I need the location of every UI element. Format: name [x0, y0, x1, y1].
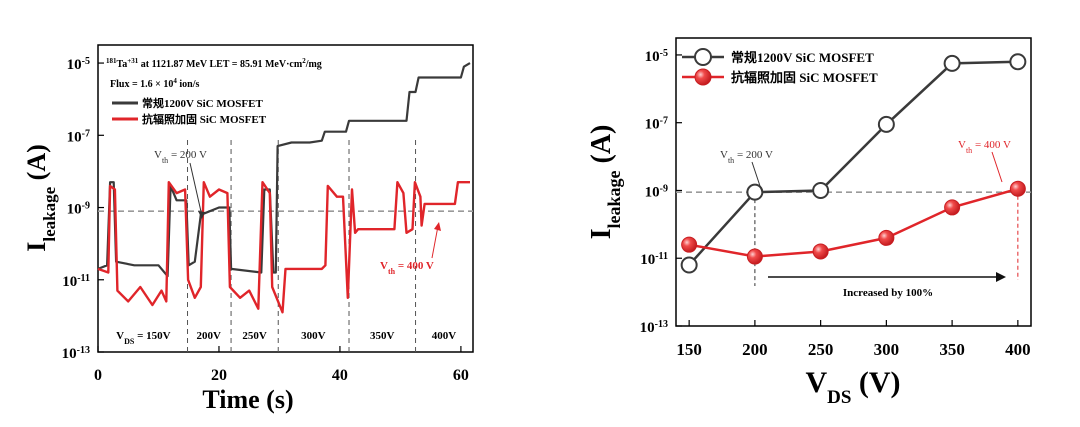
vds-legend: 常规1200V SiC MOSFET 抗辐照加固 SiC MOSFET	[682, 48, 878, 86]
vds-point-hardened	[746, 248, 763, 265]
vds-point-hardened	[681, 236, 698, 253]
time-y-ticks: 10-13 10-11 10-9 10-7 10-5	[62, 56, 104, 362]
segment-label: VDS = 150V	[116, 330, 170, 346]
vds-point-hardened	[1009, 180, 1026, 197]
vth-200-pointer-right	[751, 161, 763, 193]
increase-arrowhead	[996, 272, 1006, 282]
vds-chart: 150 200 250 300 350 400 10-1310-1110-910-710-…	[586, 37, 1032, 408]
legend-label-conventional-right: 常规1200V SiC MOSFET	[731, 50, 874, 65]
vth-200-annotation: Vth = 200 V	[154, 149, 207, 165]
vth-400-annotation: Vth = 400 V	[380, 260, 434, 276]
vth-200-annotation-right: Vth = 200 V	[720, 149, 773, 165]
segment-label: 200V	[196, 330, 221, 342]
vds-point-conventional	[877, 115, 895, 133]
vth-400-arrow	[431, 225, 439, 259]
time-x-ticks: 0 20 40 60	[94, 346, 469, 384]
vds-y-tick-label: 10-11	[640, 251, 668, 269]
time-chart: 0 20 40 60 10-13 10-11 10-9 10-7 10-5 VDS = 150…	[22, 44, 474, 414]
series-conventional-line	[97, 62, 471, 278]
time-plot-frame	[97, 44, 474, 353]
vds-point-conventional	[943, 54, 961, 72]
x-tick-label: 60	[453, 367, 469, 384]
vds-x-tick-label: 150	[676, 340, 702, 359]
segment-labels: VDS = 150V 200V 250V 300V 350V 400V	[116, 330, 456, 346]
ion-header: 181Ta+31 at 1121.87 MeV LET = 85.91 MeV·…	[106, 57, 322, 70]
series-hardened-line	[97, 181, 470, 314]
vth-400-annotation-right: Vth = 400 V	[958, 139, 1011, 155]
vds-x-tick-label: 200	[742, 340, 768, 359]
increase-arrow	[768, 272, 1006, 282]
legend-label-conventional: 常规1200V SiC MOSFET	[142, 96, 263, 110]
vds-y-tick-label: 10-5	[645, 47, 668, 65]
segment-label: 350V	[370, 330, 395, 342]
vds-series-conventional-line	[688, 60, 1018, 266]
time-legend: 常规1200V SiC MOSFET 抗辐照加固 SiC MOSFET	[112, 96, 267, 126]
vth-200-arrow	[189, 162, 203, 217]
vth-400-pointer-right	[991, 151, 1003, 183]
legend-label-hardened-right: 抗辐照加固 SiC MOSFET	[731, 70, 878, 85]
vds-x-axis-label: VDS (V)	[805, 366, 900, 408]
vds-x-tick-label: 350	[939, 340, 965, 359]
vds-point-conventional	[746, 183, 764, 201]
segment-label: 300V	[301, 330, 326, 342]
vds-y-tick-label: 10-13	[640, 319, 668, 337]
flux-header: Flux = 1.6 × 104 ion/s	[110, 77, 199, 90]
y-tick-label: 10-5	[67, 56, 90, 74]
vds-y-ticks: 10-13 10-11 10-9 10-7 10-5	[640, 47, 682, 336]
y-tick-label: 10-7	[67, 128, 90, 146]
x-tick-label: 0	[94, 367, 102, 384]
x-tick-label: 20	[211, 367, 227, 384]
vth-400-arrowhead	[434, 222, 441, 231]
time-x-axis-label: Time (s)	[202, 385, 293, 414]
y-tick-label: 10-13	[62, 345, 90, 363]
vds-point-hardened	[878, 229, 895, 246]
y-tick-label: 10-11	[62, 272, 90, 290]
vds-y-tick-label: 10-9	[645, 183, 668, 201]
time-y-axis-label: Ileakage (A)	[22, 144, 59, 252]
legend-label-hardened: 抗辐照加固 SiC MOSFET	[142, 112, 267, 126]
legend-open-circle-icon	[694, 48, 712, 66]
vth-200-arrowhead	[198, 211, 205, 219]
increase-annotation: Increased by 100%	[843, 287, 933, 299]
vds-x-tick-label: 400	[1005, 340, 1031, 359]
vds-series-group	[680, 53, 1027, 274]
vds-series-hardened-line	[688, 187, 1019, 258]
vds-point-hardened	[944, 199, 961, 216]
y-tick-label: 10-9	[67, 200, 90, 218]
time-series-group	[97, 62, 471, 314]
segment-label: 400V	[432, 330, 457, 342]
vds-y-tick-label: 10-7	[645, 115, 668, 133]
legend-filled-circle-icon	[694, 68, 712, 86]
x-tick-label: 40	[332, 367, 348, 384]
vds-plot-frame	[675, 37, 1032, 327]
vds-point-conventional	[812, 181, 830, 199]
vds-x-tick-label: 250	[808, 340, 834, 359]
vds-point-hardened	[812, 243, 829, 260]
vds-y-axis-label: Ileakage (A)	[586, 125, 624, 240]
vds-point-conventional	[1009, 53, 1027, 71]
vds-x-ticks: 150 200 250 300 350 400	[676, 320, 1031, 359]
vds-x-tick-label: 300	[874, 340, 900, 359]
vds-point-conventional	[680, 256, 698, 274]
segment-label: 250V	[242, 330, 267, 342]
